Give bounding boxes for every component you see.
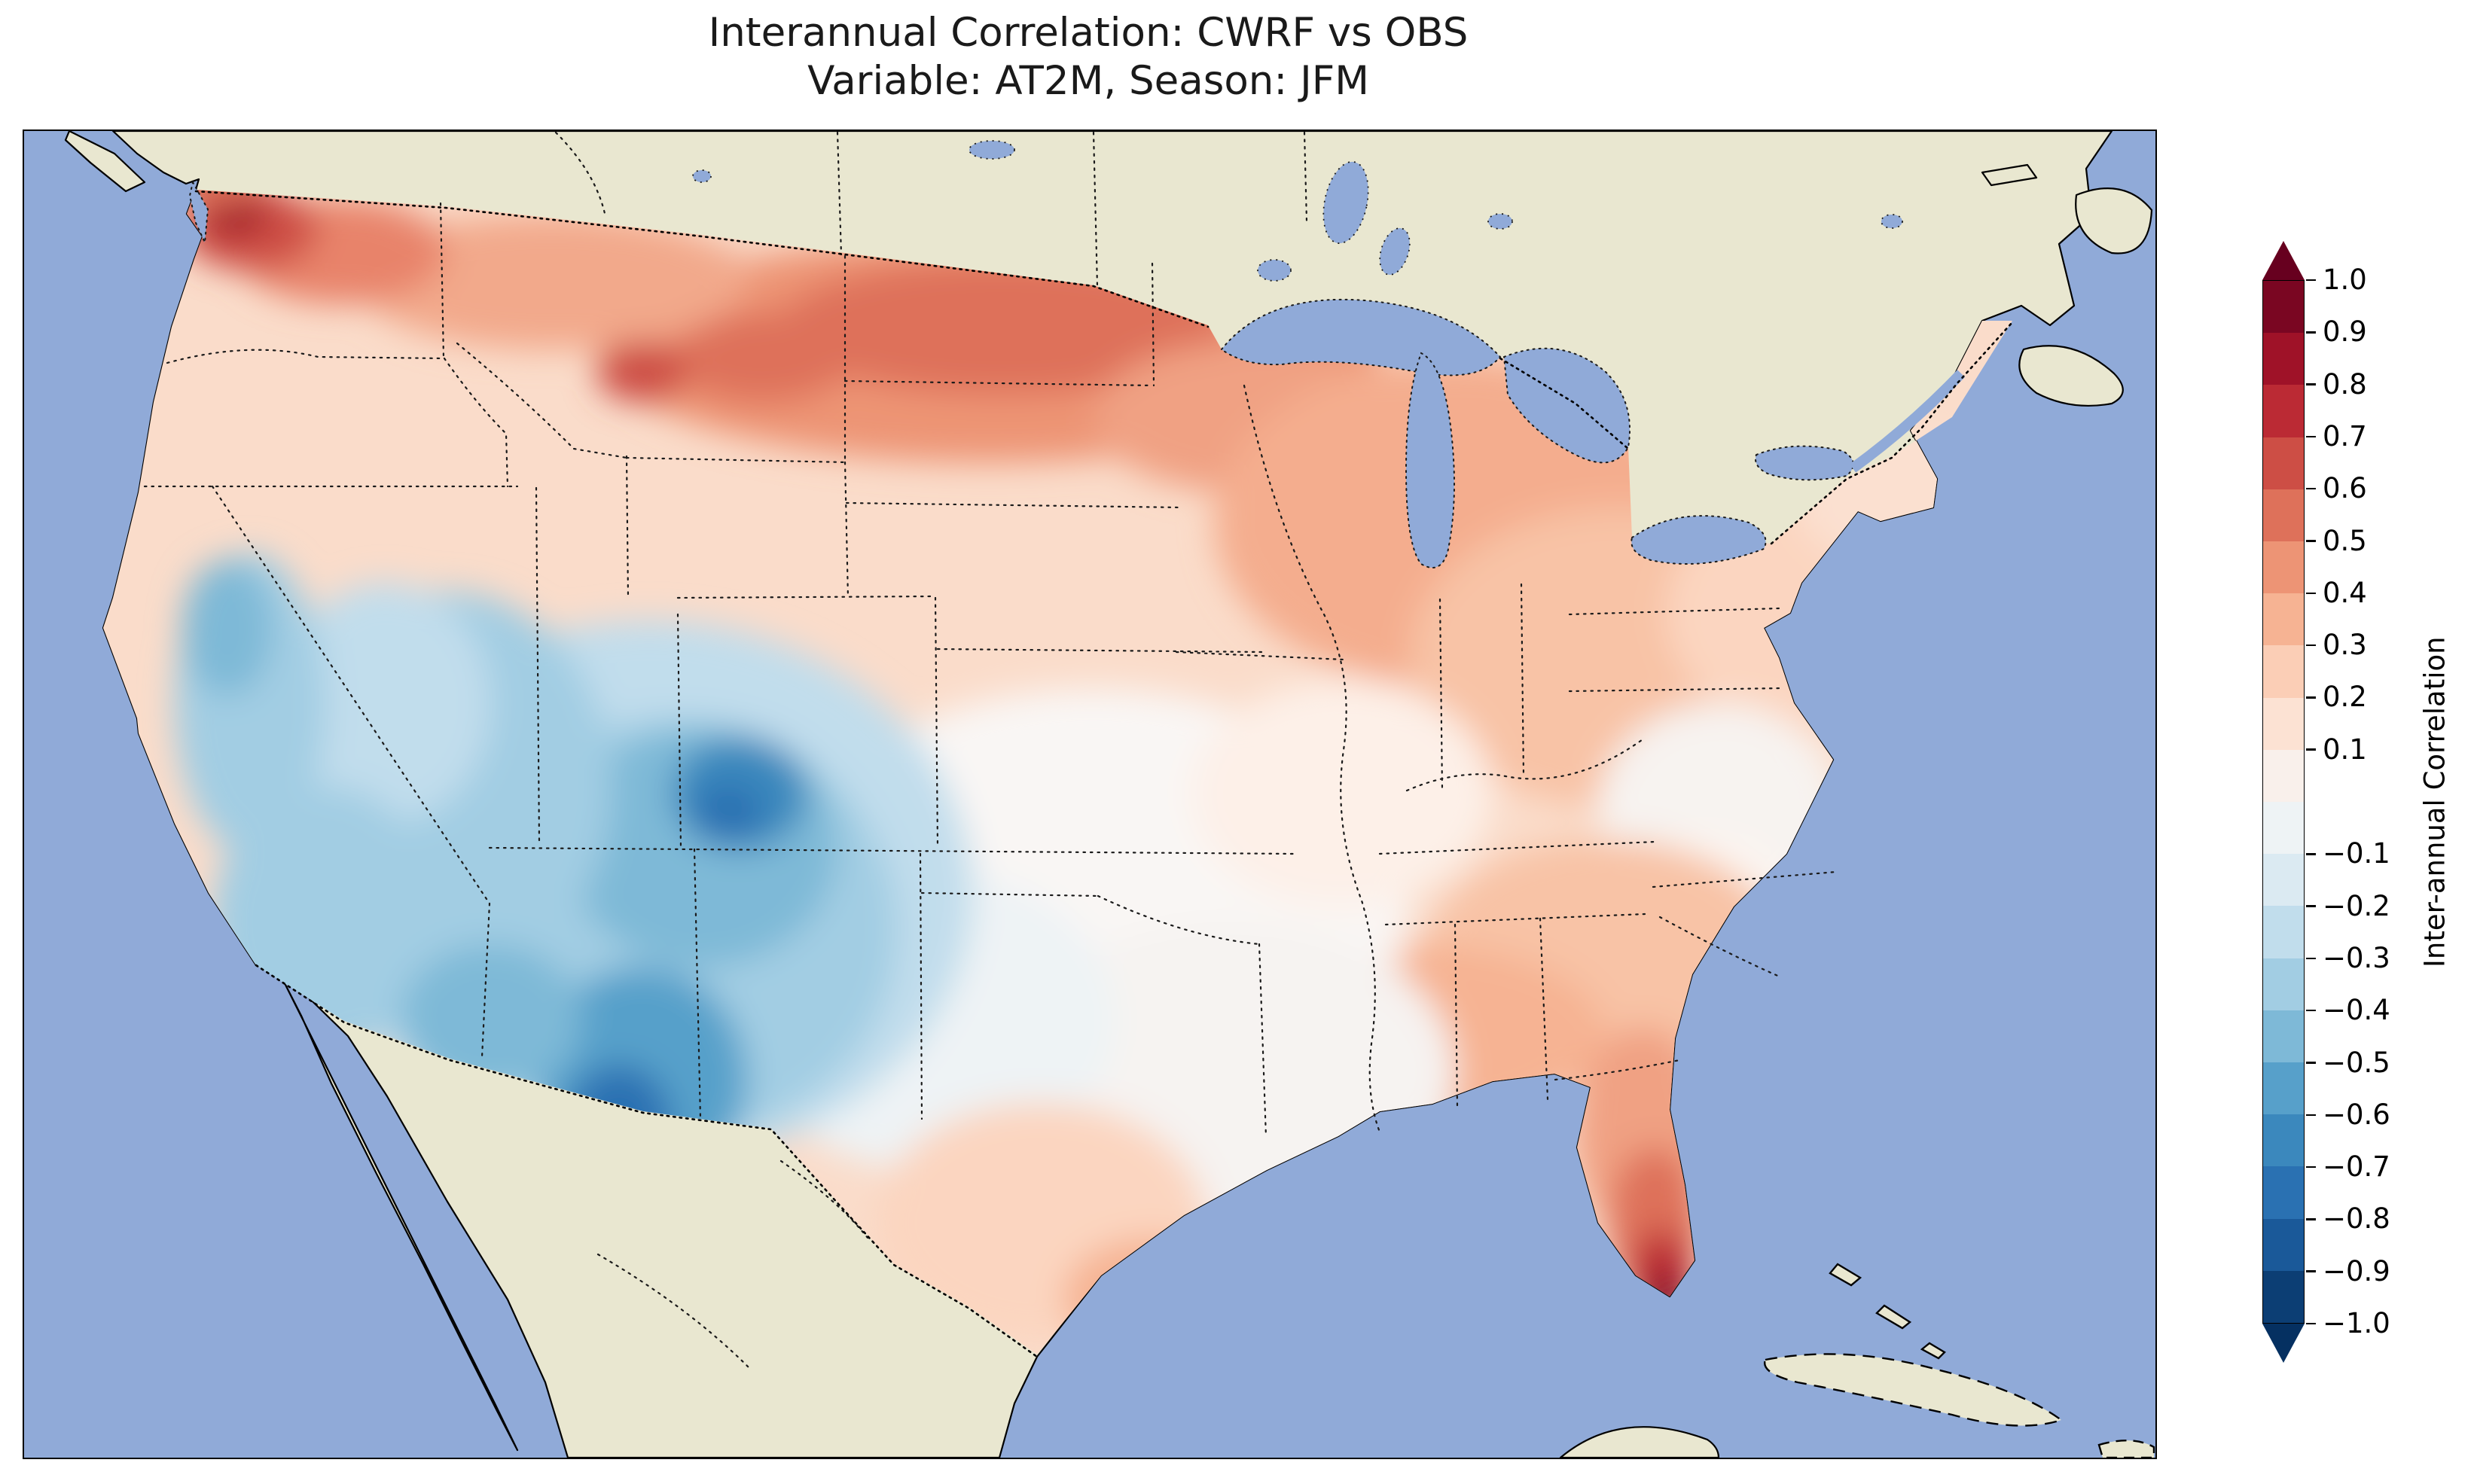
colorbar-segment (2263, 1270, 2304, 1324)
colorbar-tick-mark (2306, 279, 2316, 282)
figure-title: Interannual Correlation: CWRF vs OBS (708, 10, 1469, 56)
colorbar-segment (2263, 958, 2304, 1010)
colorbar-tick-mark (2306, 1270, 2316, 1272)
lake-huron (1502, 347, 1631, 464)
colorbar-tick-label: 0.4 (2323, 576, 2367, 609)
colorbar-segment (2263, 1218, 2304, 1271)
colorbar-segment (2263, 1062, 2304, 1115)
cuba (1763, 1353, 2064, 1427)
colorbar-tick-mark (2306, 853, 2316, 855)
colorbar-tick-label: −0.7 (2323, 1150, 2390, 1184)
colorbar-tick-mark (2306, 592, 2316, 595)
colorbar-segments (2262, 280, 2305, 1324)
state-borders (143, 131, 1838, 1369)
colorbar-tick-label: −0.5 (2323, 1046, 2390, 1079)
newfoundland (2075, 187, 2153, 254)
colorbar-segment (2263, 437, 2304, 489)
vancouver-island (64, 131, 146, 193)
lake-ontario (1755, 445, 1854, 481)
conus-map-svg (24, 131, 2155, 1458)
state-borders-mississippi (1243, 384, 1382, 1135)
us-mexico-border (255, 964, 1039, 1358)
colorbar-tick-label: 1.0 (2323, 264, 2367, 296)
nova-scotia (2018, 345, 2124, 407)
baja-california (282, 980, 519, 1452)
colorbar-segment (2263, 593, 2304, 646)
colorbar-segment (2263, 802, 2304, 855)
colorbar-tick-mark (2306, 435, 2316, 438)
colorbar-segment (2263, 854, 2304, 907)
colorbar-axis-label: Inter-annual Correlation (2418, 636, 2451, 967)
colorbar-tick-label: −0.8 (2323, 1202, 2390, 1236)
colorbar-tick-mark (2306, 1218, 2316, 1220)
puget-sound (188, 180, 209, 245)
state-borders-mexico (596, 1159, 869, 1369)
colorbar-tick-label: −0.1 (2323, 837, 2390, 870)
caribbean-islands (1763, 1263, 2155, 1458)
colorbar-segment (2263, 697, 2304, 750)
us-canada-border (194, 190, 2014, 545)
hispaniola (2097, 1439, 2155, 1458)
colorbar-tick-mark (2306, 1166, 2316, 1169)
colorbar-segment (2263, 906, 2304, 958)
colorbar-extend-over (2262, 241, 2305, 280)
colorbar-tick-label: −0.9 (2323, 1254, 2390, 1287)
bahamas (1829, 1263, 1946, 1360)
colorbar-segment (2263, 749, 2304, 803)
map-panel (23, 130, 2157, 1459)
colorbar-tick-mark (2306, 1009, 2316, 1012)
colorbar-tick-mark (2306, 957, 2316, 960)
colorbar-tick-label: 0.3 (2323, 629, 2367, 662)
figure-subtitle: Variable: AT2M, Season: JFM (807, 58, 1369, 104)
colorbar-tick-mark (2306, 540, 2316, 542)
colorbar-tick-mark (2306, 1114, 2316, 1117)
colorbar-ticks: 1.0 0.9 0.8 0.7 0.6 0.5 0.4 0.3 0.2 0.1 −0.1 −0.2 −0… (2306, 264, 2434, 1339)
colorbar-tick-label: 0.2 (2323, 681, 2367, 714)
colorbar-segment (2263, 1166, 2304, 1219)
colorbar-segment (2263, 541, 2304, 594)
colorbar-tick-label: 0.8 (2323, 367, 2367, 401)
colorbar-tick-mark (2306, 1062, 2316, 1064)
colorbar-tick-label: 0.5 (2323, 524, 2367, 557)
st-lawrence-river (1849, 370, 1966, 473)
national-borders (194, 190, 2014, 1358)
colorbar-tick-label: 0.1 (2323, 733, 2367, 766)
colorbar-tick-mark (2306, 1322, 2316, 1325)
colorbar-tick-mark (2306, 905, 2316, 907)
colorbar-tick-label: −1.0 (2323, 1307, 2390, 1339)
colorbar-segment (2263, 385, 2304, 437)
colorbar-tick-mark (2306, 644, 2316, 647)
colorbar-tick-mark (2306, 696, 2316, 699)
colorbar-segment (2263, 645, 2304, 698)
yucatan-corner (1559, 1426, 1720, 1458)
colorbar-segment (2263, 1114, 2304, 1167)
lake-superior (1220, 298, 1502, 376)
great-lakes (188, 180, 1854, 568)
colorbar-tick-label: −0.6 (2323, 1098, 2390, 1131)
colorbar-tick-label: 0.6 (2323, 472, 2367, 505)
colorbar-tick-mark (2306, 383, 2316, 385)
colorbar-tick-label: −0.4 (2323, 994, 2390, 1027)
colorbar-tick-label: 0.7 (2323, 419, 2367, 453)
anticosti-island (1981, 163, 2038, 187)
colorbar-tick-label: −0.3 (2323, 941, 2390, 974)
figure-title-block: Interannual Correlation: CWRF vs OBS Var… (23, 9, 2154, 105)
colorbar-tick-mark (2306, 331, 2316, 334)
colorbar-segment (2263, 281, 2304, 334)
state-borders-central (919, 262, 1345, 1138)
canada-lakes (692, 140, 1903, 282)
colorbar-segment (2263, 333, 2304, 385)
colorbar-extend-under (2262, 1324, 2305, 1363)
state-borders-east (1378, 583, 1838, 1108)
colorbar-segment (2263, 489, 2304, 542)
colorbar-tick-mark (2306, 487, 2316, 490)
lake-erie (1631, 515, 1767, 565)
state-borders-west (143, 202, 1295, 1120)
colorbar-segment (2263, 1010, 2304, 1063)
colorbar-tick-label: −0.2 (2323, 889, 2390, 922)
lake-michigan (1405, 352, 1455, 568)
colorbar-tick-label: 0.9 (2323, 315, 2367, 349)
colorbar-tick-mark (2306, 748, 2316, 751)
